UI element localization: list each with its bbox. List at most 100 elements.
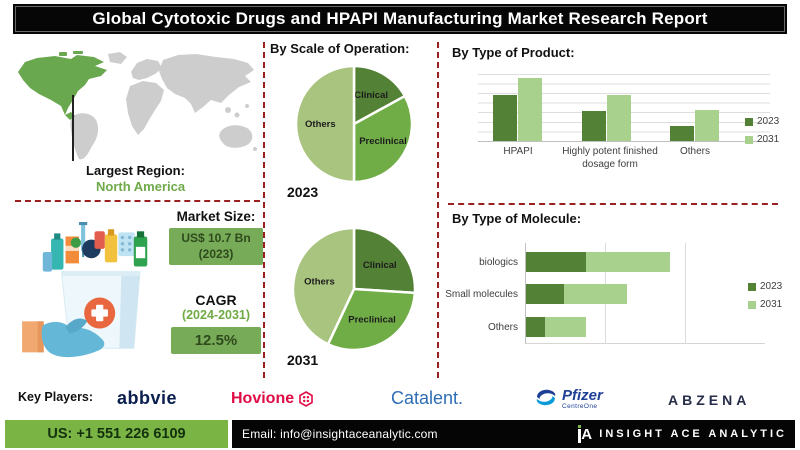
- south-america-shape: [70, 113, 99, 160]
- greenland-shape: [108, 52, 127, 64]
- bar-category-label: HPAPI: [503, 146, 533, 157]
- pie-label-others: Others: [305, 119, 336, 130]
- email-contact: Email: info@insightaceanalytic.com: [242, 427, 438, 441]
- legend-item-2023: 2023: [745, 116, 779, 127]
- scale-of-operation-heading: By Scale of Operation:: [270, 41, 410, 56]
- footer-black-bar: Email: info@insightaceanalytic.com A INS…: [232, 420, 795, 448]
- product-bar-plot: [478, 72, 770, 142]
- pie-slice-others: [291, 226, 356, 346]
- largest-region-label: Largest Region:: [86, 163, 185, 178]
- bar-hpapi-2031: [518, 78, 542, 141]
- hbar-small-molecules-2031: [564, 284, 627, 304]
- product-category-labels: HPAPI Highly potent finished dosage form O…: [478, 146, 770, 176]
- asia-shape: [159, 54, 254, 113]
- australia-shape: [219, 125, 253, 148]
- key-players-heading: Key Players:: [18, 390, 94, 404]
- hbar-row-small-molecules: [526, 284, 627, 304]
- logo-pfizer: Pfizer CentreOne: [533, 388, 603, 411]
- bar-hpapi-2023: [493, 94, 517, 141]
- bar-others-2031: [695, 110, 719, 141]
- medicine-bag-illustration: [22, 222, 167, 372]
- market-size-value: US$ 10.7 Bn: [181, 230, 251, 245]
- africa-shape: [126, 81, 164, 135]
- pfizer-swirl-icon: [536, 389, 556, 406]
- largest-region-value: North America: [96, 179, 186, 194]
- legend-item-2023: 2023: [748, 281, 782, 292]
- bar-category-label: Highly potent finished dosage form: [562, 146, 658, 170]
- divider-vertical-2: [437, 42, 439, 378]
- divider-vertical-1: [263, 42, 265, 378]
- market-size-heading: Market Size:: [176, 209, 256, 224]
- world-map: [15, 50, 260, 168]
- pie2031-svg: Clinical Preclinical Others: [291, 226, 417, 352]
- hbar-category-label: Small molecules: [445, 289, 518, 300]
- medicine-bag-svg: [22, 222, 148, 358]
- hbar-others-2031: [545, 317, 586, 337]
- logo-abbvie: abbvie: [117, 388, 178, 408]
- phone-contact-box: US: +1 551 226 6109: [5, 420, 228, 448]
- hbar-row-biologics: [526, 252, 670, 272]
- legend-label-2031: 2031: [760, 299, 783, 310]
- legend-label-2031: 2031: [757, 134, 780, 145]
- insightace-brand-name: INSIGHT ACE ANALYTIC: [599, 428, 787, 440]
- hbar-biologics-2023: [526, 252, 586, 272]
- pie-slice-preclinical: [352, 94, 414, 184]
- hovione-wordmark: Hovione: [231, 390, 295, 407]
- pie-slice-others: [294, 64, 356, 184]
- world-map-svg: [18, 51, 257, 160]
- molecule-bar-plot: [525, 243, 765, 344]
- region-pointer-line: [72, 95, 74, 161]
- legend-item-2031: 2031: [745, 134, 779, 145]
- insightace-brand: A INSIGHT ACE ANALYTIC: [577, 424, 787, 444]
- logo-abzena: ABZENA: [668, 392, 751, 408]
- market-size-value-box: US$ 10.7 Bn (2023): [169, 228, 263, 265]
- pie-2031-year-label: 2031: [287, 352, 319, 368]
- legend-item-2031: 2031: [748, 299, 782, 310]
- pie-slice-clinical: [352, 64, 407, 126]
- pie-slice-preclinical: [326, 287, 417, 352]
- legend-swatch-2023: [748, 282, 756, 291]
- hbar-category-label: Others: [487, 322, 518, 333]
- product-legend: 2023 2031: [745, 116, 779, 145]
- pfizer-centreone-label: CentreOne: [562, 403, 598, 410]
- cagr-value: 12.5%: [194, 332, 238, 349]
- pie-chart-2023: Clinical Preclinical Others: [294, 64, 414, 189]
- legend-label-2023: 2023: [757, 116, 780, 127]
- type-of-molecule-heading: By Type of Molecule:: [452, 211, 582, 226]
- pie-chart-2031: Clinical Preclinical Others: [291, 226, 417, 357]
- logo-hovione: Hovione: [231, 390, 314, 408]
- legend-label-2023: 2023: [760, 281, 783, 292]
- bar-highly-potent-finished-dosage-form-2031: [607, 94, 631, 141]
- hbar-row-others: [526, 317, 586, 337]
- insightace-logo-icon: A: [577, 424, 592, 444]
- divider-right-horizontal: [448, 203, 778, 205]
- divider-left-horizontal: [15, 200, 260, 202]
- europe-shape: [131, 59, 162, 80]
- pie-label-preclinical: Preclinical: [359, 136, 407, 147]
- market-size-year: (2023): [198, 246, 234, 261]
- legend-swatch-2031: [748, 300, 756, 309]
- logo-catalent: Catalent.: [391, 388, 464, 408]
- bar-group-2: [582, 94, 631, 141]
- hbar-others-2023: [526, 317, 546, 337]
- hbar-small-molecules-2023: [526, 284, 565, 304]
- pfizer-wordmark: Pfizer: [562, 387, 603, 404]
- bar-group-1: [493, 78, 542, 141]
- type-of-product-heading: By Type of Product:: [452, 45, 575, 60]
- north-america-shape: [18, 55, 107, 115]
- hbar-category-label: biologics: [479, 257, 518, 268]
- cagr-value-box: 12.5%: [171, 327, 261, 354]
- pie-label-clinical: Clinical: [363, 260, 397, 271]
- legend-swatch-2023: [745, 117, 753, 126]
- bar-category-label: Others: [679, 146, 710, 157]
- report-title: Global Cytotoxic Drugs and HPAPI Manufac…: [13, 4, 787, 34]
- pie-label-others: Others: [304, 276, 335, 287]
- bar-highly-potent-finished-dosage-form-2023: [582, 110, 606, 141]
- molecule-legend: 2023 2031: [748, 281, 782, 310]
- cagr-period: (2024-2031): [181, 308, 251, 322]
- legend-swatch-2031: [745, 135, 753, 144]
- pie-slice-clinical: [352, 226, 417, 295]
- pie2023-svg: Clinical Preclinical Others: [294, 64, 414, 184]
- bar-group-3: [670, 110, 719, 141]
